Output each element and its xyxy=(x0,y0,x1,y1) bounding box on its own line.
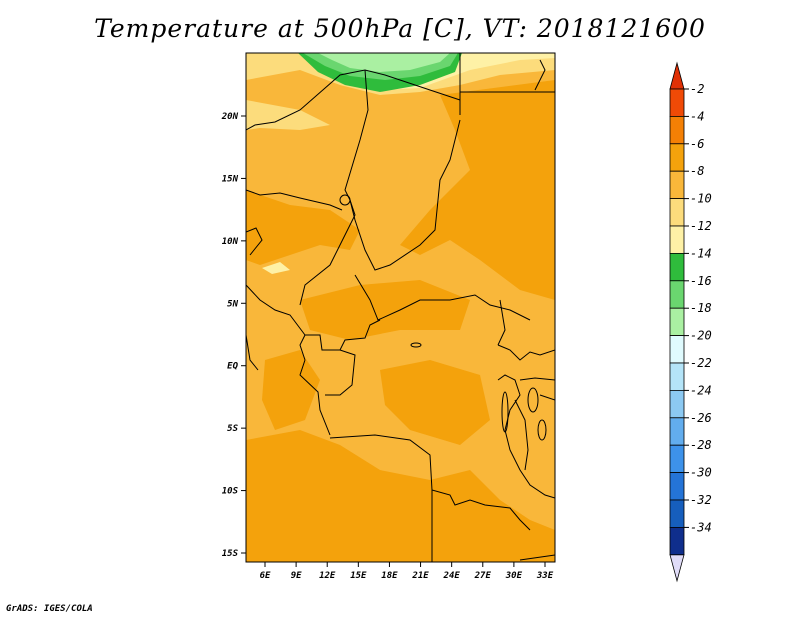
lon-tick-label: 33E xyxy=(536,571,554,581)
lon-tick-label: 12E xyxy=(319,571,336,581)
colorbar-label: -26 xyxy=(690,411,712,425)
pale-patch-west xyxy=(262,262,290,274)
colorbar-swatch xyxy=(669,527,685,556)
lon-tick-label: 30E xyxy=(505,571,523,581)
colorbar-swatch xyxy=(669,225,685,254)
colorbar-bottom-arrow xyxy=(669,554,685,583)
lon-tick-label: 18E xyxy=(381,571,398,581)
colorbar-label: -30 xyxy=(690,466,712,480)
warm-region-congo xyxy=(380,360,490,445)
colorbar-label: -6 xyxy=(690,137,704,151)
colorbar-swatch xyxy=(669,444,685,474)
lon-tick-label: 27E xyxy=(474,571,492,581)
lon-tick-label: 9E xyxy=(291,571,302,581)
colorbar-label: -8 xyxy=(690,164,704,178)
colorbar-label: -20 xyxy=(690,329,712,343)
colorbar-label: -28 xyxy=(690,438,712,452)
colorbar-label: -10 xyxy=(690,192,712,206)
colorbar-label: -2 xyxy=(690,82,704,96)
lat-tick-label: 10N xyxy=(222,237,239,247)
lat-tick-label: 5N xyxy=(227,299,238,309)
boundaries xyxy=(246,53,555,562)
colorbar-swatch xyxy=(669,499,685,528)
colorbar-label: -4 xyxy=(690,109,704,123)
colorbar-swatch xyxy=(669,362,685,391)
warm-region-east xyxy=(400,80,555,300)
warm-region-southwest xyxy=(246,430,555,562)
colorbar-label: -16 xyxy=(690,274,712,288)
warm-region-center xyxy=(300,280,470,340)
cool-band-north-2 xyxy=(246,100,330,130)
colorbar-label: -22 xyxy=(690,356,712,370)
lon-tick-label: 24E xyxy=(443,571,461,581)
warm-region-west xyxy=(246,190,360,265)
colorbar-label: -18 xyxy=(690,301,712,315)
colorbar-swatch xyxy=(669,116,685,145)
longitude-axis: 6E 9E 12E 15E 18E 21E 24E 27E 30E 33E xyxy=(260,562,554,581)
colorbar-label: -14 xyxy=(690,246,712,260)
colorbar-top-arrow xyxy=(669,61,685,90)
colorbar-swatch xyxy=(669,280,685,309)
map-title: Temperature at 500hPa [C], VT: 201812160… xyxy=(94,14,706,43)
temperature-map xyxy=(246,53,555,562)
colorbar-swatch xyxy=(669,252,685,282)
colorbar-label: -24 xyxy=(690,383,712,397)
colorbar-swatch xyxy=(669,307,685,337)
lat-tick-label: 15S xyxy=(222,549,239,559)
colorbar-swatch xyxy=(669,417,685,446)
colorbar-label: -34 xyxy=(690,520,712,534)
colorbar: -2 -4 -6 -8 -10 -12 -14 -16 -18 -20 -22 -24 -26 -28 -3… xyxy=(669,61,712,583)
lat-tick-label: 15N xyxy=(222,174,239,184)
latitude-axis: 20N 15N 10N 5N EQ 5S 10S 15S xyxy=(221,112,246,559)
colorbar-swatch xyxy=(669,472,685,501)
warm-region-coast xyxy=(262,350,320,430)
cold-core-inner xyxy=(318,53,450,72)
colorbar-swatch xyxy=(669,143,685,172)
colorbar-label: -32 xyxy=(690,493,712,507)
lakes xyxy=(339,194,547,441)
lat-tick-label: 20N xyxy=(221,112,239,122)
colorbar-swatch xyxy=(669,198,685,227)
colorbar-label: -12 xyxy=(690,219,712,233)
map-frame xyxy=(245,52,556,563)
lon-tick-label: 21E xyxy=(411,571,429,581)
colorbar-swatch xyxy=(669,335,685,364)
lat-tick-label: 10S xyxy=(222,487,239,497)
credit-label: GrADS: IGES/COLA xyxy=(6,604,93,614)
colorbar-swatch xyxy=(669,170,685,199)
lon-tick-label: 15E xyxy=(350,571,367,581)
lat-tick-label: EQ xyxy=(227,362,238,372)
lon-tick-label: 6E xyxy=(260,571,271,581)
colorbar-swatch xyxy=(669,389,685,419)
lat-tick-label: 5S xyxy=(227,424,238,434)
colorbar-swatch xyxy=(669,88,685,117)
